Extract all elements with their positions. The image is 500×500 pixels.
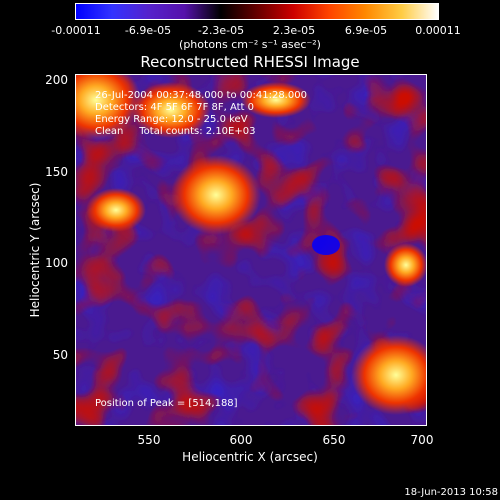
x-tick-label: 550 [137, 433, 161, 447]
plot-area [75, 74, 427, 426]
y-axis-label: Heliocentric Y (arcsec) [28, 182, 42, 318]
colorbar-tick: 6.9e-05 [344, 24, 388, 37]
y-tick-label: 50 [52, 348, 68, 362]
annotation-detectors: Detectors: 4F 5F 6F 7F 8F, Att 0 [95, 102, 255, 113]
colorbar-tick: -6.9e-05 [124, 24, 172, 37]
timestamp: 18-Jun-2013 10:58 [404, 487, 498, 498]
chart-title: Reconstructed RHESSI Image [140, 53, 360, 71]
x-axis-label: Heliocentric X (arcsec) [182, 450, 318, 464]
y-tick-label: 150 [45, 165, 68, 179]
colorbar-tick: 0.00011 [415, 24, 461, 37]
colorbar [75, 3, 439, 20]
x-tick-label: 650 [322, 433, 346, 447]
annotation-energy: Energy Range: 12.0 - 25.0 keV [95, 114, 248, 125]
annotation-counts: Clean Total counts: 2.10E+03 [95, 126, 256, 137]
x-tick-label: 600 [229, 433, 253, 447]
annotation-time: 26-Jul-2004 00:37:48.000 to 00:41:28.000 [95, 90, 307, 101]
y-tick-label: 200 [45, 73, 68, 87]
colorbar-tick: 2.3e-05 [272, 24, 316, 37]
annotation-peak: Position of Peak = [514,188] [95, 398, 238, 409]
colorbar-tick: -0.00011 [51, 24, 101, 37]
y-tick-label: 100 [45, 256, 68, 270]
x-tick-label: 700 [410, 433, 434, 447]
colorbar-tick: -2.3e-05 [197, 24, 245, 37]
heatmap [76, 75, 426, 425]
colorbar-unit: (photons cm⁻² s⁻¹ asec⁻²) [179, 38, 321, 51]
